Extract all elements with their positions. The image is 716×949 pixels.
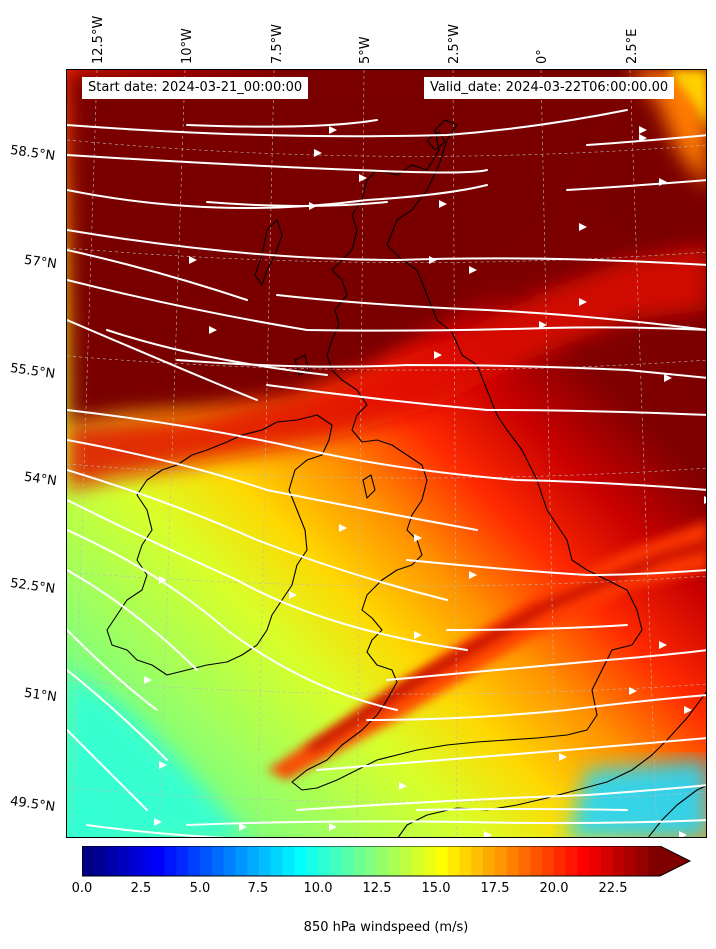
lon-label-7.5w: 7.5°W — [270, 23, 285, 64]
colorbar-tick: 17.5 — [480, 881, 510, 896]
colorbar-cell — [388, 846, 402, 876]
colorbar-cell — [211, 846, 225, 876]
colorbar-cell — [235, 846, 248, 876]
colorbar-extend-arrow — [660, 846, 690, 876]
lat-label-57n: 57°N — [23, 252, 58, 273]
hebrides-coast — [254, 219, 283, 286]
colorbar-cell — [400, 846, 413, 876]
ne-band — [627, 70, 706, 188]
colorbar-cell — [424, 846, 437, 876]
sw-calm — [67, 670, 246, 837]
colorbar-cell — [93, 846, 107, 876]
colorbar-cell — [365, 846, 378, 876]
colorbar-cell — [329, 846, 343, 876]
colorbar-cell — [459, 846, 472, 876]
colorbar-cell — [530, 846, 543, 876]
map-panel — [66, 69, 707, 838]
colorbar-tick: 15.0 — [421, 881, 451, 896]
lat-label-55.5n: 55.5°N — [9, 360, 56, 383]
colorbar-cell — [435, 846, 449, 876]
lon-label-10w: 10°W — [180, 28, 195, 64]
streamlines — [67, 109, 706, 837]
colorbar-label: 850 hPa windspeed (m/s) — [303, 920, 469, 935]
colorbar-cell — [376, 846, 390, 876]
lon-label-12.5w: 12.5°W — [91, 15, 106, 64]
colorbar-tick: 12.5 — [362, 881, 392, 896]
lon-label-2.5w: 2.5°W — [447, 23, 462, 64]
ireland-coast — [106, 414, 333, 676]
lat-label-51n: 51°N — [23, 685, 58, 706]
colorbar-cell — [341, 846, 354, 876]
colorbar-cell — [188, 846, 201, 876]
colorbar-cell — [164, 846, 177, 876]
isle-of-man — [362, 474, 376, 499]
colorbar-cell — [447, 846, 461, 876]
colorbar-cell — [542, 846, 555, 876]
colorbar — [82, 846, 692, 877]
lon-label-0: 0° — [535, 49, 550, 64]
jet-core-north — [67, 70, 706, 425]
colorbar-cell — [506, 846, 520, 876]
colorbar-cell — [282, 846, 295, 876]
colorbar-cell — [553, 846, 567, 876]
colorbar-cell — [648, 846, 661, 876]
colorbar-cell — [483, 846, 496, 876]
colorbar-tick: 20.0 — [539, 881, 569, 896]
valid-date-label: Valid_date: 2024-03-22T06:00:00.00 — [424, 77, 675, 99]
colorbar-cell — [624, 846, 638, 876]
colorbar-cell — [270, 846, 284, 876]
colorbar-outline — [82, 846, 692, 877]
colorbar-tick: 2.5 — [130, 881, 152, 896]
colorbar-cell — [518, 846, 531, 876]
red-band — [67, 245, 706, 490]
colorbar-cell — [306, 846, 319, 876]
colorbar-cell — [199, 846, 213, 876]
colorbar-cell — [117, 846, 130, 876]
colorbar-cell — [577, 846, 590, 876]
secondary-jet-core — [302, 540, 706, 750]
se-calm — [567, 760, 706, 837]
start-date-label: Start date: 2024-03-21_00:00:00 — [82, 77, 309, 99]
colorbar-cells — [82, 846, 690, 876]
colorbar-cell — [294, 846, 307, 876]
colorbar-cell — [353, 846, 366, 876]
colorbar-cell — [471, 846, 484, 876]
colorbar-cell — [601, 846, 614, 876]
lon-label-2.5e: 2.5°E — [625, 28, 640, 64]
colorbar-cell — [258, 846, 272, 876]
lat-label-49.5n: 49.5°N — [9, 793, 56, 816]
colorbar-cell — [247, 846, 260, 876]
colorbar-tick: 0.0 — [71, 881, 93, 896]
lon-label-5w: 5°W — [358, 36, 373, 64]
windspeed-map — [67, 70, 706, 837]
ne-band-yellow — [667, 70, 706, 127]
colorbar-cell — [612, 846, 626, 876]
colorbar-cell — [140, 846, 154, 876]
colorbar-cell — [412, 846, 425, 876]
colorbar-tick: 22.5 — [598, 881, 628, 896]
colorbar-cell — [494, 846, 508, 876]
colorbar-cell — [152, 846, 166, 876]
colorbar-tick: 10.0 — [303, 881, 333, 896]
colorbar-cell — [223, 846, 236, 876]
colorbar-cell — [82, 846, 95, 876]
colorbar-tick: 5.0 — [189, 881, 211, 896]
colorbar-cell — [176, 846, 189, 876]
lat-label-58.5n: 58.5°N — [9, 142, 56, 165]
colorbar-cell — [565, 846, 579, 876]
streamline-arrows — [144, 126, 706, 837]
great-britain-coast — [291, 119, 643, 791]
colorbar-tick: 7.5 — [247, 881, 269, 896]
colorbar-cell — [636, 846, 649, 876]
lat-label-52.5n: 52.5°N — [9, 575, 56, 598]
colorbar-cell — [317, 846, 331, 876]
lat-label-54n: 54°N — [23, 469, 58, 490]
colorbar-cell — [589, 846, 602, 876]
colorbar-cell — [105, 846, 118, 876]
colorbar-cell — [129, 846, 142, 876]
